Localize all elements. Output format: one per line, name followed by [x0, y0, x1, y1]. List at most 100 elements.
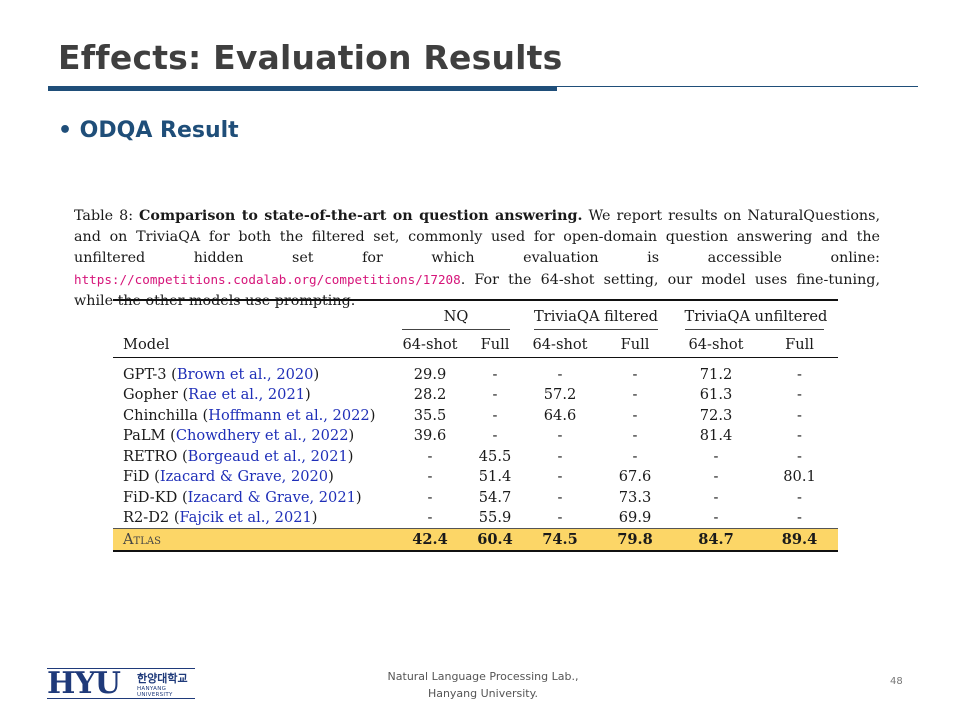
citation-link[interactable]: Izacard & Grave, 2020: [159, 468, 329, 486]
table-row: R2-D2 (Fajcik et al., 2021) - 55.9 - 69.9 - -: [113, 508, 838, 529]
bullet-item: • ODQA Result: [58, 118, 239, 143]
table-cell: -: [427, 509, 433, 527]
model-name: FiD (Izacard & Grave, 2020): [123, 468, 334, 486]
table-column-header: Model 64-shot Full 64-shot Full 64-shot …: [113, 331, 838, 358]
model-name: GPT-3 (Brown et al., 2020): [123, 365, 320, 383]
table-cell: 55.9: [478, 509, 512, 527]
table-cell: -: [797, 427, 802, 445]
page-number: 48: [890, 676, 903, 687]
table-cell: -: [713, 468, 719, 486]
table-cell: -: [557, 365, 563, 383]
table-top-rule: [113, 299, 838, 307]
caption-label: Table 8:: [74, 208, 134, 224]
table-cell: 84.7: [671, 528, 761, 552]
university-logo: HYU 한양대학교 HANYANG UNIVERSITY: [47, 666, 197, 701]
column-header: 64-shot: [521, 331, 599, 358]
table-cell: -: [797, 365, 802, 383]
table-cell: -: [632, 427, 638, 445]
logo-text: HYU: [47, 666, 121, 701]
table-cell: -: [797, 488, 802, 506]
model-name: Chinchilla (Hoffmann et al., 2022): [123, 406, 376, 424]
citation-link[interactable]: Chowdhery et al., 2022: [175, 427, 349, 445]
model-name: RETRO (Borgeaud et al., 2021): [123, 447, 354, 465]
results-table: NQ TriviaQA filtered TriviaQA unfiltered…: [113, 299, 838, 552]
table-cell: -: [557, 427, 563, 445]
column-header: 64-shot: [671, 331, 761, 358]
table-cell: -: [797, 386, 802, 404]
table-row: FiD (Izacard & Grave, 2020) - 51.4 - 67.6 - 80…: [113, 467, 838, 488]
table-cell: -: [492, 406, 498, 424]
footer-line1: Natural Language Processing Lab.,: [387, 670, 579, 683]
table-cell: -: [557, 468, 563, 486]
group-triviaqa-filtered: TriviaQA filtered: [521, 307, 671, 331]
table-cell: 60.4: [469, 528, 521, 552]
table-cell: 57.2: [543, 386, 577, 404]
table-cell: 81.4: [699, 427, 733, 445]
table-cell: 54.7: [478, 488, 512, 506]
table-group-header: NQ TriviaQA filtered TriviaQA unfiltered: [113, 307, 838, 331]
table-cell: 71.2: [699, 365, 733, 383]
table-cell: 80.1: [783, 468, 816, 486]
table-row: GPT-3 (Brown et al., 2020) 29.9 - - - 71.2 -: [113, 364, 838, 385]
table-cell: -: [713, 509, 719, 527]
table-row: Gopher (Rae et al., 2021) 28.2 - 57.2 - 61.3 -: [113, 385, 838, 406]
table-cell: -: [632, 386, 638, 404]
table-cell: -: [427, 468, 433, 486]
table-row: RETRO (Borgeaud et al., 2021) - 45.5 - - - -: [113, 446, 838, 467]
logo-rule: [47, 698, 195, 699]
table-cell: -: [797, 509, 802, 527]
column-header: Full: [469, 331, 521, 358]
group-triviaqa-unfiltered: TriviaQA unfiltered: [671, 307, 838, 331]
table-cell: 39.6: [413, 427, 447, 445]
logo-rule: [47, 668, 195, 669]
table-cell: 73.3: [618, 488, 652, 506]
model-name: R2-D2 (Fajcik et al., 2021): [123, 509, 318, 527]
logo-korean: 한양대학교: [137, 672, 188, 685]
table-cell: 45.5: [478, 447, 512, 465]
footer-text: Natural Language Processing Lab., Hanyan…: [370, 668, 596, 702]
title-underline-thick: [48, 86, 557, 91]
citation-link[interactable]: Rae et al., 2021: [188, 386, 306, 404]
table-cell: -: [632, 365, 638, 383]
column-header: 64-shot: [391, 331, 469, 358]
column-header: Full: [761, 331, 838, 358]
model-name: Gopher (Rae et al., 2021): [123, 386, 311, 404]
table-cell: 79.8: [599, 528, 671, 552]
table-cell: -: [557, 447, 563, 465]
table-cell: -: [492, 427, 498, 445]
citation-link[interactable]: Fajcik et al., 2021: [179, 509, 312, 527]
table-row: FiD-KD (Izacard & Grave, 2021) - 54.7 - 73.3…: [113, 487, 838, 508]
table-cell: 42.4: [391, 528, 469, 552]
table-cell: -: [557, 509, 563, 527]
citation-link[interactable]: Borgeaud et al., 2021: [187, 447, 348, 465]
table-cell: 67.6: [618, 468, 652, 486]
column-header: Full: [599, 331, 671, 358]
citation-link[interactable]: Hoffmann et al., 2022: [208, 406, 370, 424]
table-row: PaLM (Chowdhery et al., 2022) 39.6 - - - 81.4…: [113, 426, 838, 447]
citation-link[interactable]: Izacard & Grave, 2021: [187, 488, 356, 506]
table-cell: 72.3: [699, 406, 733, 424]
model-name: PaLM (Chowdhery et al., 2022): [123, 427, 355, 445]
table-cell: -: [427, 488, 433, 506]
table-cell: 51.4: [478, 468, 512, 486]
table-body: GPT-3 (Brown et al., 2020) 29.9- - -71.2- Go…: [113, 364, 838, 529]
table-cell: -: [797, 447, 802, 465]
table-cell: -: [632, 406, 638, 424]
caption-bold: Comparison to state-of-the-art on questi…: [139, 208, 583, 224]
logo-english: HANYANG UNIVERSITY: [137, 686, 173, 698]
slide-title: Effects: Evaluation Results: [58, 38, 563, 77]
caption-text1: We report results on NaturalQuestions, a…: [74, 208, 881, 266]
table-cell: 35.5: [413, 406, 447, 424]
caption-url-link[interactable]: https://competitions.codalab.org/competi…: [74, 272, 461, 287]
footer-line2: Hanyang University.: [427, 687, 539, 700]
table-cell: 69.9: [618, 509, 652, 527]
table-caption: Table 8: Comparison to state-of-the-art …: [74, 206, 880, 312]
column-header: Model: [113, 331, 391, 358]
bullet-text: ODQA Result: [79, 118, 239, 143]
citation-link[interactable]: Brown et al., 2020: [176, 365, 314, 383]
table-cell: 74.5: [521, 528, 599, 552]
model-name: FiD-KD (Izacard & Grave, 2021): [123, 488, 362, 506]
table-cell: 89.4: [761, 528, 838, 552]
group-nq: NQ: [391, 307, 521, 331]
table-cell: -: [492, 386, 498, 404]
